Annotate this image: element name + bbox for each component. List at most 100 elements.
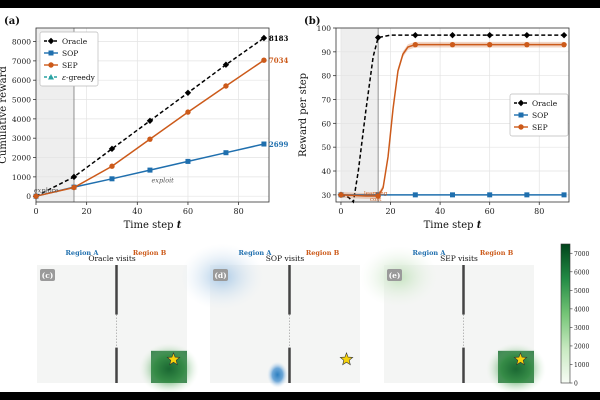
data-point	[450, 192, 455, 198]
legend-entry: SEP	[62, 61, 78, 70]
data-point	[487, 192, 493, 198]
x-axis-label: Time step t	[424, 220, 482, 231]
learning-cost-annotation: cost	[370, 197, 382, 203]
data-point	[338, 192, 344, 198]
y-tick-label: 5000	[12, 96, 31, 105]
legend-marker	[517, 99, 525, 107]
y-tick-label: 90	[321, 48, 331, 57]
y-axis-label: Reward per step	[298, 73, 309, 157]
heatmap-title: SOP visits	[266, 254, 305, 263]
x-tick-label: 0	[338, 207, 343, 216]
cumulative-reward-chart: 0 20 40 60 80 0 1000 2000 3000 4000 5000 6000 7000 80…	[0, 16, 289, 231]
panel-label: (e)	[389, 271, 401, 280]
data-point	[523, 31, 531, 39]
reward-per-step-chart: 0 20 40 60 80 30 40 50 60 70 80 90 100 Time step t Rew…	[298, 16, 570, 231]
goal-star-icon	[339, 352, 354, 366]
colorbar-tick-label: 6000	[574, 269, 589, 276]
series-sep: 7034	[33, 56, 289, 199]
panel-label: (c)	[42, 271, 54, 280]
region-a-label: Region A	[66, 249, 100, 257]
y-axis-label: Cumulative reward	[0, 66, 9, 164]
data-point	[261, 141, 267, 147]
explore-label: explore	[34, 187, 59, 195]
legend-marker	[48, 62, 54, 68]
x-tick-label: 40	[132, 207, 142, 216]
colorbar-tick-label: 4000	[574, 306, 589, 313]
y-tick-label: 7000	[12, 57, 31, 66]
data-point	[71, 184, 77, 191]
y-tick-label: 100	[317, 24, 332, 33]
data-point	[147, 136, 153, 142]
data-point	[185, 158, 191, 164]
heatmap-title: SEP visits	[440, 254, 478, 263]
y-tick-label: 40	[321, 167, 331, 176]
y-tick-label: 2000	[12, 154, 31, 163]
series-oracle: 8183	[32, 34, 289, 200]
data-point	[223, 83, 229, 89]
data-point	[412, 41, 419, 48]
data-point	[33, 193, 39, 199]
data-point	[524, 192, 530, 198]
data-point	[561, 41, 567, 48]
data-point	[223, 150, 229, 156]
data-point	[486, 41, 493, 48]
data-point	[146, 117, 154, 124]
colorbar-gradient	[560, 243, 571, 384]
x-tick-label: 80	[534, 207, 544, 216]
region-b-label: Region B	[133, 249, 167, 257]
panel-label: (a)	[4, 16, 20, 27]
axes-frame	[35, 27, 270, 203]
y-tick-label: 60	[321, 119, 331, 128]
colorbar-tick-label: 5000	[574, 288, 589, 295]
y-tick-label: 50	[321, 143, 331, 152]
goal-star-icon	[166, 352, 181, 366]
end-value-label: 7034	[269, 56, 289, 65]
colorbar-tick-label: 2000	[574, 343, 589, 350]
region-a-label: Region A	[413, 249, 447, 257]
panel-label: (b)	[304, 16, 320, 27]
data-point	[147, 167, 153, 173]
exploit-label: exploit	[151, 177, 174, 185]
goal-star-icon	[513, 352, 528, 366]
y-tick-label: 4000	[12, 115, 31, 124]
x-tick-label: 20	[82, 207, 92, 216]
learning-cost-annotation: learning	[364, 191, 388, 197]
y-tick-label: 3000	[12, 134, 31, 143]
y-tick-label: 1000	[12, 173, 31, 182]
legend-entry: Oracle	[532, 99, 558, 108]
legend-marker	[48, 74, 54, 80]
x-tick-label: 60	[485, 207, 495, 216]
colorbar-tick-label: 1000	[574, 362, 589, 369]
colorbar: 0 1000 2000 3000 4000 5000 6000 7000 Visit count	[560, 243, 600, 388]
region-b-label: Region B	[306, 249, 340, 257]
legend: Oracle SOP SEP	[509, 93, 569, 137]
x-tick-label: 40	[435, 207, 445, 216]
legend-entry: SEP	[532, 123, 548, 132]
data-point	[185, 109, 191, 115]
data-point	[449, 41, 456, 48]
x-tick-label: 20	[385, 207, 395, 216]
x-tick-label: 60	[183, 207, 193, 216]
x-axis-label: Time step t	[124, 220, 182, 231]
data-point	[524, 41, 530, 48]
panel-label: (d)	[214, 271, 226, 280]
data-point	[412, 31, 419, 39]
y-tick-label: 70	[321, 96, 331, 105]
data-point	[560, 31, 568, 39]
colorbar-tick-label: 3000	[574, 325, 589, 332]
panel-label-box	[40, 269, 55, 281]
legend-entry: ε-greedy	[62, 73, 96, 82]
legend-box	[39, 31, 99, 87]
figure: 0 20 40 60 80 0 1000 2000 3000 4000 5000 6000 7000 80…	[0, 8, 600, 395]
colorbar-tick-label: 7000	[574, 251, 589, 258]
panel-label-box	[213, 269, 228, 281]
colorbar-tick-label: 0	[574, 381, 578, 388]
heatmap-title: Oracle visits	[88, 254, 136, 263]
region-b-label: Region B	[480, 249, 514, 257]
data-point	[109, 176, 115, 182]
end-value-label: 8183	[269, 34, 289, 43]
